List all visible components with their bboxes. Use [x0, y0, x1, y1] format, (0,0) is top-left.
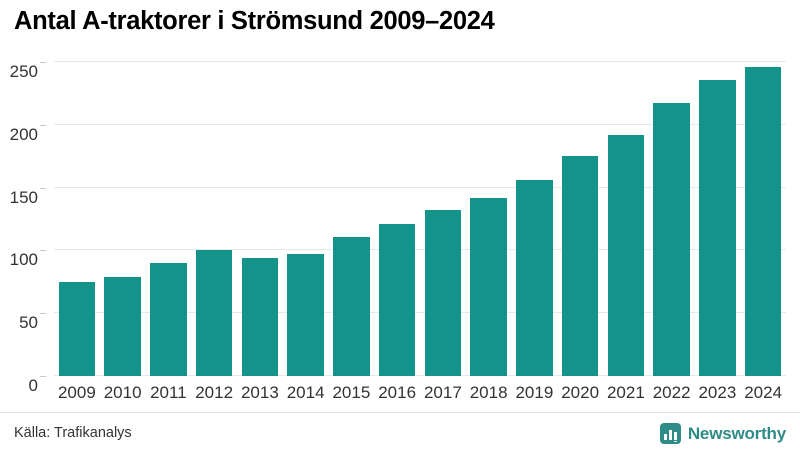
- bar: [607, 134, 645, 376]
- gridline: [54, 249, 786, 251]
- y-axis: 0 50 100 150 200 250: [0, 62, 46, 395]
- x-axis-tick-label: 2013: [240, 383, 279, 402]
- bar: [424, 210, 462, 376]
- bar: [150, 262, 187, 376]
- bar: [241, 257, 279, 376]
- bar: [653, 103, 690, 376]
- source-note: Källa: Trafikanalys: [14, 425, 132, 441]
- y-axis-tick: [40, 376, 46, 377]
- gridlines: [54, 61, 786, 376]
- x-axis-tick-label: 2010: [103, 383, 142, 402]
- y-axis-tick: [40, 62, 46, 63]
- bar: [104, 276, 141, 376]
- x-axis-tick-label: 2014: [286, 383, 325, 402]
- bar: [287, 254, 324, 376]
- chart-title: Antal A-traktorer i Strömsund 2009–2024: [14, 7, 495, 35]
- y-axis-tick: [40, 313, 46, 315]
- bar: [699, 79, 736, 376]
- x-axis-tick-label: 2011: [150, 383, 187, 402]
- x-axis-tick-label: 2020: [561, 383, 600, 402]
- gridline: [54, 312, 786, 314]
- x-axis-tick-label: 2024: [744, 383, 783, 402]
- newsworthy-brand: Newsworthy: [659, 423, 786, 444]
- bar: [470, 197, 507, 376]
- y-axis-tick: [40, 187, 46, 189]
- bar: [58, 281, 96, 376]
- x-axis-tick-label: 2019: [515, 383, 554, 402]
- x-axis-tick-label: 2009: [57, 383, 96, 402]
- bar: [744, 67, 782, 376]
- bar: [378, 224, 416, 376]
- bar-series: [54, 62, 786, 376]
- gridline: [54, 61, 786, 62]
- x-axis-tick-label: 2023: [698, 383, 737, 402]
- footer-divider: [0, 412, 800, 413]
- x-axis-tick-label: 2021: [606, 383, 645, 402]
- x-axis-tick-label: 2018: [469, 383, 508, 402]
- x-axis-tick-label: 2016: [378, 383, 417, 402]
- y-axis-tick: [40, 250, 46, 252]
- gridline: [54, 123, 786, 125]
- gridline: [54, 375, 786, 376]
- plot-area: [54, 61, 786, 376]
- x-axis-tick-label: 2012: [195, 383, 234, 402]
- x-axis-tick-label: 2022: [652, 383, 691, 402]
- x-axis-tick-label: 2015: [332, 383, 371, 402]
- bar: [195, 250, 233, 376]
- bar: [516, 180, 553, 376]
- bar: [333, 236, 370, 376]
- brand-name: Newsworthy: [687, 423, 786, 443]
- x-axis: 2009 2010 2011 2012 2013 2014 2015 2016 2017 2018…: [54, 383, 786, 407]
- bar-chart-icon: [659, 423, 681, 444]
- x-axis-tick-label: 2017: [423, 383, 462, 402]
- bar: [561, 156, 599, 376]
- y-axis-tick: [40, 124, 46, 126]
- gridline: [54, 186, 786, 188]
